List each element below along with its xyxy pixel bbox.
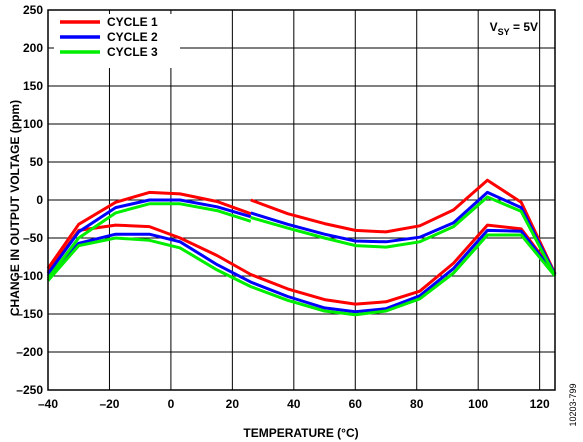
x-tick-label: 100 — [468, 397, 488, 411]
annotation-suffix: = 5V — [510, 20, 538, 34]
x-tick-label: 20 — [226, 397, 240, 411]
tick-labels: –40 –20 0 20 40 60 80 100 120250200150100500–50–… — [16, 3, 550, 411]
x-axis-title: TEMPERATURE (°C) — [243, 426, 358, 440]
x-tick-label: 80 — [410, 397, 424, 411]
figure-id: 10203-799 — [568, 383, 578, 426]
y-tick-label: –150 — [16, 307, 43, 321]
legend-label: CYCLE 3 — [107, 45, 158, 59]
supply-voltage-annotation: VSY = 5V — [490, 20, 538, 37]
y-tick-label: 200 — [23, 41, 43, 55]
y-axis-title: CHANGE IN OUTPUT VOLTAGE (ppm) — [8, 100, 22, 316]
series-line — [46, 228, 557, 314]
x-tick-label: 40 — [287, 397, 301, 411]
plot-border — [47, 9, 556, 391]
y-tick-label: 150 — [23, 79, 43, 93]
y-tick-label: 50 — [30, 155, 44, 169]
y-tick-label: –250 — [16, 383, 43, 397]
y-tick-label: –200 — [16, 345, 43, 359]
series-line — [46, 223, 557, 306]
x-tick-label: 120 — [530, 397, 550, 411]
series-3 — [46, 195, 557, 317]
legend-label: CYCLE 1 — [107, 15, 158, 29]
series-1 — [46, 178, 557, 306]
y-tick-label: 0 — [36, 193, 43, 207]
annotation-prefix: V — [490, 20, 498, 34]
series-line — [46, 202, 252, 280]
x-tick-label: –40 — [38, 397, 58, 411]
series-line — [46, 233, 557, 317]
plot-frame — [47, 9, 556, 391]
series-line — [250, 190, 557, 276]
x-tick-label: –20 — [99, 397, 119, 411]
series-line — [46, 190, 252, 270]
series-line — [250, 178, 557, 275]
annotation-subscript: SY — [498, 27, 510, 37]
series-2 — [46, 190, 557, 314]
x-tick-label: 0 — [168, 397, 175, 411]
legend-label: CYCLE 2 — [107, 30, 158, 44]
y-tick-label: 250 — [23, 3, 43, 17]
x-tick-label: 60 — [349, 397, 363, 411]
y-tick-label: –50 — [23, 231, 43, 245]
series-line — [46, 198, 252, 275]
y-tick-label: –100 — [16, 269, 43, 283]
series-line — [250, 195, 557, 277]
y-tick-label: 100 — [23, 117, 43, 131]
plot-series — [46, 178, 557, 317]
